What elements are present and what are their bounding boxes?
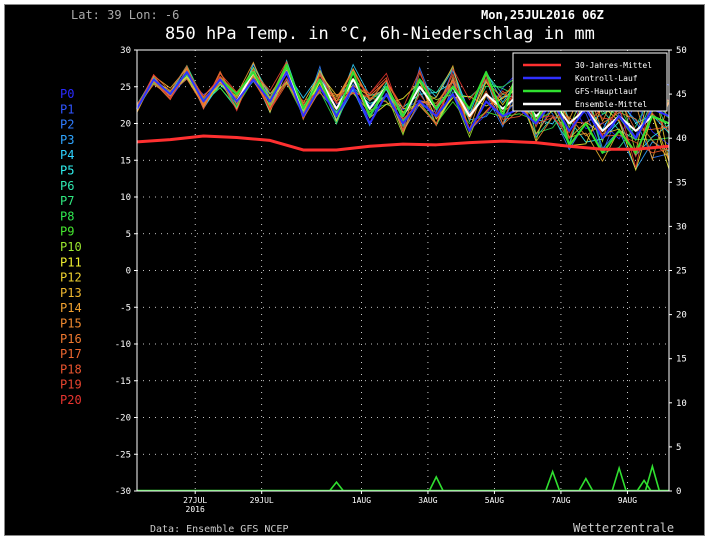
member-label: P2 bbox=[60, 118, 74, 132]
precip-spike bbox=[428, 475, 444, 492]
member-label: P13 bbox=[60, 286, 82, 300]
data-source-label: Data: Ensemble GFS NCEP bbox=[150, 524, 288, 535]
x-tick-label: 9AUG bbox=[618, 496, 637, 505]
x-tick-sublabel: 2016 bbox=[186, 505, 205, 514]
member-label: P6 bbox=[60, 179, 74, 193]
legend: 30-Jahres-Mittel Kontroll-Lauf GFS-Hauptla… bbox=[512, 52, 668, 112]
y-tick-label-left: 0 bbox=[126, 267, 131, 277]
y-tick-label-right: 30 bbox=[676, 222, 687, 232]
member-label: P10 bbox=[60, 240, 82, 254]
legend-entry: 30-Jahres-Mittel bbox=[575, 61, 652, 70]
y-tick-label-left: 30 bbox=[120, 46, 131, 56]
member-label: P5 bbox=[60, 164, 74, 178]
member-label: P9 bbox=[60, 225, 74, 239]
y-tick-label-right: 50 bbox=[676, 46, 687, 56]
y-tick-label-left: -10 bbox=[115, 340, 131, 350]
member-label: P1 bbox=[60, 102, 74, 116]
member-label: P15 bbox=[60, 317, 82, 331]
legend-box bbox=[512, 52, 668, 112]
y-tick-label-left: -5 bbox=[120, 303, 131, 313]
member-label: P20 bbox=[60, 393, 82, 407]
location-label: Lat: 39 Lon: -6 bbox=[71, 8, 179, 22]
y-tick-label-right: 5 bbox=[676, 443, 681, 453]
y-tick-label-right: 40 bbox=[676, 134, 687, 144]
legend-entry: GFS-Hauptlauf bbox=[575, 87, 638, 96]
y-tick-label-right: 10 bbox=[676, 399, 687, 409]
member-label: P16 bbox=[60, 332, 82, 346]
y-tick-label-left: 25 bbox=[120, 83, 131, 93]
y-tick-label-left: -25 bbox=[115, 450, 131, 460]
x-tick-label: 7AUG bbox=[551, 496, 570, 505]
y-tick-label-right: 25 bbox=[676, 267, 687, 277]
series-line-kontroll-lauf bbox=[136, 71, 670, 140]
y-tick-label-left: 15 bbox=[120, 156, 131, 166]
y-tick-label-left: 20 bbox=[120, 120, 131, 130]
member-label: P14 bbox=[60, 301, 82, 315]
axes: 302520151050-5-10-15-20-25-3050454035302… bbox=[115, 46, 687, 514]
x-tick-label: 3AUG bbox=[418, 496, 437, 505]
member-label: P4 bbox=[60, 148, 74, 162]
legend-entry: Kontroll-Lauf bbox=[575, 74, 638, 83]
y-tick-label-right: 15 bbox=[676, 355, 687, 365]
precip-spike bbox=[644, 463, 661, 492]
member-label: P11 bbox=[60, 255, 82, 269]
y-tick-label-right: 0 bbox=[676, 487, 681, 497]
y-tick-label-left: -15 bbox=[115, 377, 131, 387]
member-label: P3 bbox=[60, 133, 74, 147]
precipitation-series bbox=[137, 463, 669, 492]
member-label: P7 bbox=[60, 194, 74, 208]
member-label: P8 bbox=[60, 209, 74, 223]
precip-spike bbox=[611, 465, 627, 492]
precip-spike bbox=[328, 480, 345, 492]
x-tick-label: 27JUL bbox=[183, 496, 207, 505]
member-label: P17 bbox=[60, 347, 82, 361]
temperature-ensemble-chart: 302520151050-5-10-15-20-25-3050454035302… bbox=[60, 8, 687, 535]
legend-entry: Ensemble-Mittel bbox=[575, 100, 647, 109]
y-tick-label-left: 10 bbox=[120, 193, 131, 203]
y-tick-label-left: -20 bbox=[115, 414, 131, 424]
x-tick-label: 29JUL bbox=[250, 496, 274, 505]
series-line-30-jahres-mittel bbox=[136, 134, 670, 152]
series-line-gfs-hauptlauf bbox=[136, 63, 670, 154]
run-date: Mon,25JUL2016 06Z bbox=[481, 8, 604, 22]
precip-spike bbox=[636, 478, 652, 492]
x-tick-label: 5AUG bbox=[485, 496, 504, 505]
y-tick-label-left: -30 bbox=[115, 487, 131, 497]
y-tick-label-right: 45 bbox=[676, 90, 687, 100]
y-tick-label-right: 35 bbox=[676, 178, 687, 188]
member-label: P19 bbox=[60, 378, 82, 392]
member-label: P12 bbox=[60, 271, 82, 285]
precip-spike bbox=[544, 469, 561, 492]
chart-title: 850 hPa Temp. in °C, 6h-Niederschlag in … bbox=[165, 24, 595, 44]
y-tick-label-right: 20 bbox=[676, 311, 687, 321]
brand-label: Wetterzentrale bbox=[573, 521, 674, 535]
x-tick-label: 1AUG bbox=[352, 496, 371, 505]
member-label: P0 bbox=[60, 87, 74, 101]
precip-spike bbox=[578, 477, 594, 492]
member-label: P18 bbox=[60, 362, 82, 376]
member-labels: P0P1P2P3P4P5P6P7P8P9P10P11P12P13P14P15P1… bbox=[60, 87, 82, 407]
main-series-lines bbox=[136, 63, 670, 154]
chart-frame: 30 25 20 15 10 5 0 -5 -10 -15 -20 -25 -30 50 45 40 35 30 2… bbox=[4, 4, 705, 536]
y-tick-label-left: 5 bbox=[126, 230, 131, 240]
